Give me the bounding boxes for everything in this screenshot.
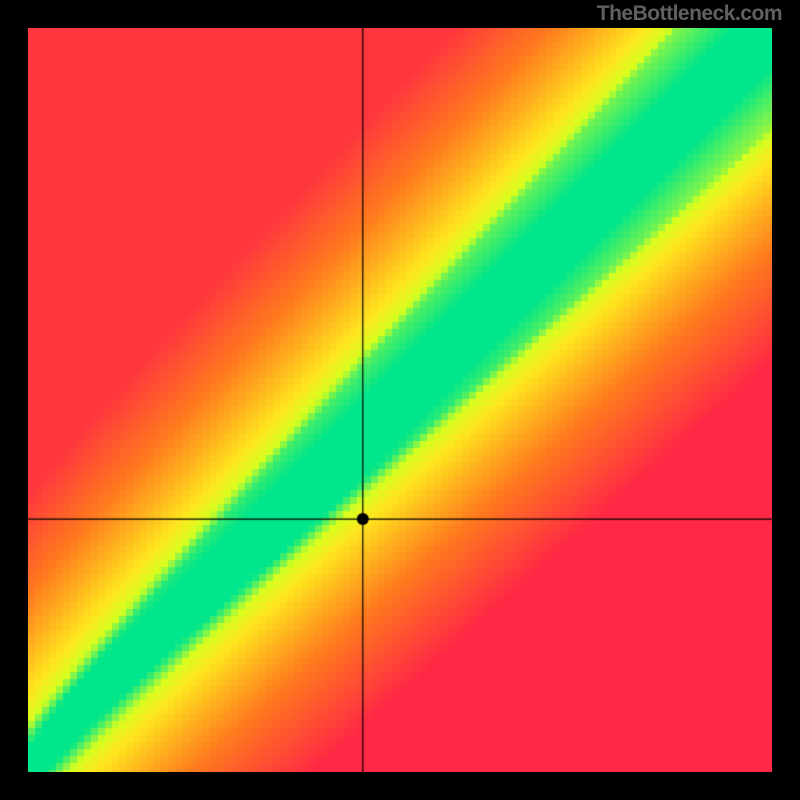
heatmap-plot <box>28 28 772 772</box>
watermark-text: TheBottleneck.com <box>597 2 782 26</box>
